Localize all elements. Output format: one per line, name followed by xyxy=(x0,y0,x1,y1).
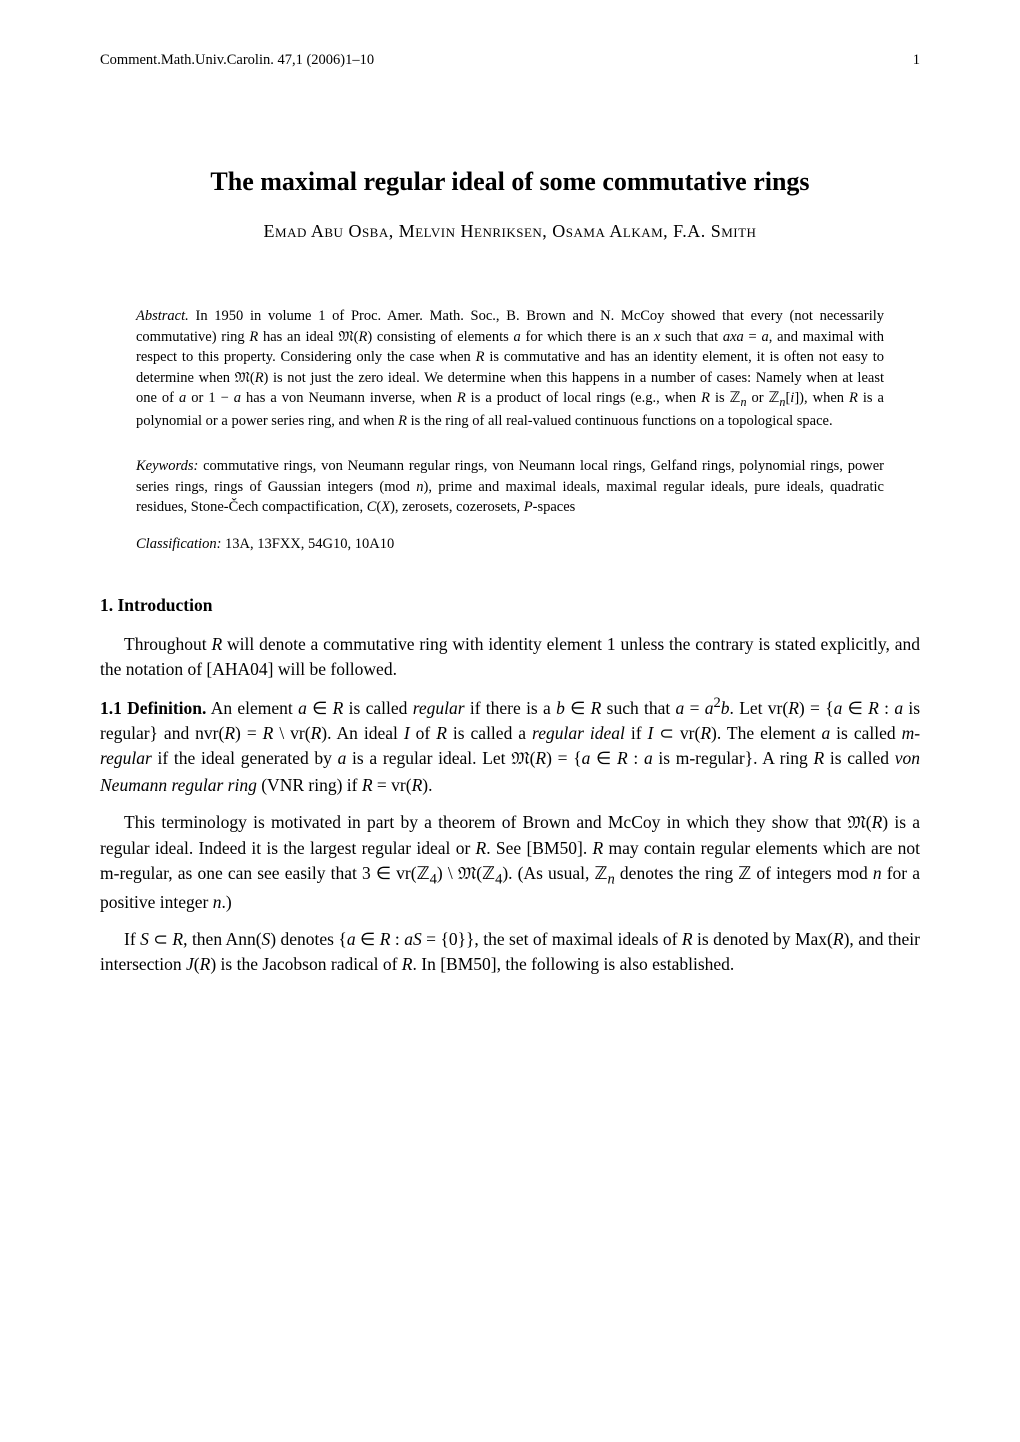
abstract-block: Abstract. In 1950 in volume 1 of Proc. A… xyxy=(136,306,884,432)
classification-label: Classification: xyxy=(136,536,221,552)
page: Comment.Math.Univ.Carolin. 47,1 (2006)1–… xyxy=(0,0,1020,1049)
keywords-block: Keywords: commutative rings, von Neumann… xyxy=(136,456,884,518)
section-1-para-2: This terminology is motivated in part by… xyxy=(100,810,920,916)
classification-block: Classification: 13A, 13FXX, 54G10, 10A10 xyxy=(136,536,884,553)
abstract-label: Abstract. xyxy=(136,308,189,324)
section-1-head: 1. Introduction xyxy=(100,595,920,616)
paper-title: The maximal regular ideal of some commut… xyxy=(100,167,920,197)
keywords-body: commutative rings, von Neumann regular r… xyxy=(136,458,884,515)
abstract-body: In 1950 in volume 1 of Proc. Amer. Math.… xyxy=(136,308,884,429)
keywords-label: Keywords: xyxy=(136,458,198,474)
definition-body: An element a ∈ R is called regular if th… xyxy=(100,698,920,795)
definition-1-1: 1.1 Definition. An element a ∈ R is call… xyxy=(100,693,920,797)
section-1-para-3: If S ⊂ R, then Ann(S) denotes {a ∈ R : a… xyxy=(100,927,920,977)
running-head: Comment.Math.Univ.Carolin. 47,1 (2006)1–… xyxy=(100,52,920,69)
classification-body: 13A, 13FXX, 54G10, 10A10 xyxy=(225,536,394,552)
definition-label: 1.1 Definition. xyxy=(100,698,206,718)
authors-line: Emad Abu Osba, Melvin Henriksen, Osama A… xyxy=(100,221,920,242)
section-1-para-1: Throughout R will denote a commutative r… xyxy=(100,632,920,682)
runhead-left: Comment.Math.Univ.Carolin. 47,1 (2006)1–… xyxy=(100,52,374,69)
page-number: 1 xyxy=(913,52,920,69)
